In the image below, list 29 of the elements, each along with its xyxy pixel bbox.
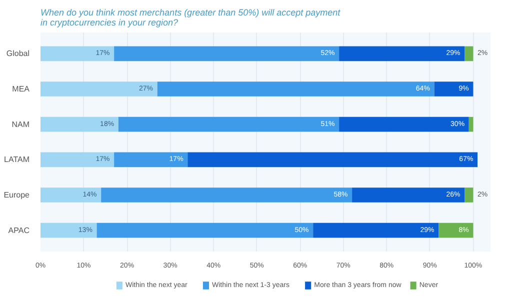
bar bbox=[96, 222, 314, 238]
bar bbox=[157, 82, 434, 96]
bar bbox=[464, 46, 474, 62]
bar bbox=[101, 188, 352, 202]
bar bbox=[114, 152, 188, 168]
bar bbox=[438, 222, 474, 238]
bar bbox=[40, 152, 114, 168]
bar bbox=[464, 188, 474, 202]
bar bbox=[352, 188, 465, 202]
bar bbox=[118, 116, 340, 132]
bar bbox=[40, 82, 158, 96]
bar bbox=[339, 46, 465, 62]
bar bbox=[188, 152, 478, 168]
bar bbox=[468, 116, 474, 132]
bar bbox=[434, 82, 474, 96]
bar bbox=[339, 116, 469, 132]
y-tick-label: NAM bbox=[12, 120, 30, 129]
y-tick-label: APAC bbox=[8, 226, 30, 235]
bar bbox=[114, 46, 340, 62]
chart-title: When do you think most merchants (greater than 50%) will accept payment in cryptocurrencies in your region? bbox=[40, 8, 341, 28]
bar bbox=[40, 222, 97, 238]
bar bbox=[40, 116, 118, 132]
bar bbox=[313, 222, 439, 238]
y-tick-label: Europe bbox=[4, 190, 30, 200]
y-tick-label: MEA bbox=[12, 84, 30, 94]
y-tick-label: Global bbox=[6, 49, 30, 58]
y-tick-label: LATAM bbox=[4, 155, 30, 164]
bar bbox=[40, 188, 102, 202]
bar bbox=[40, 46, 114, 62]
